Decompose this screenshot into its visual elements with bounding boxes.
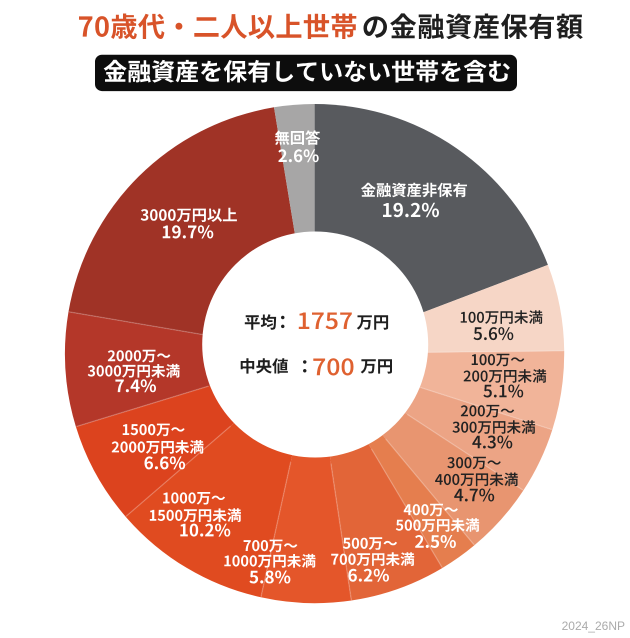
svg-text:2024_26NP: 2024_26NP [562,619,625,633]
